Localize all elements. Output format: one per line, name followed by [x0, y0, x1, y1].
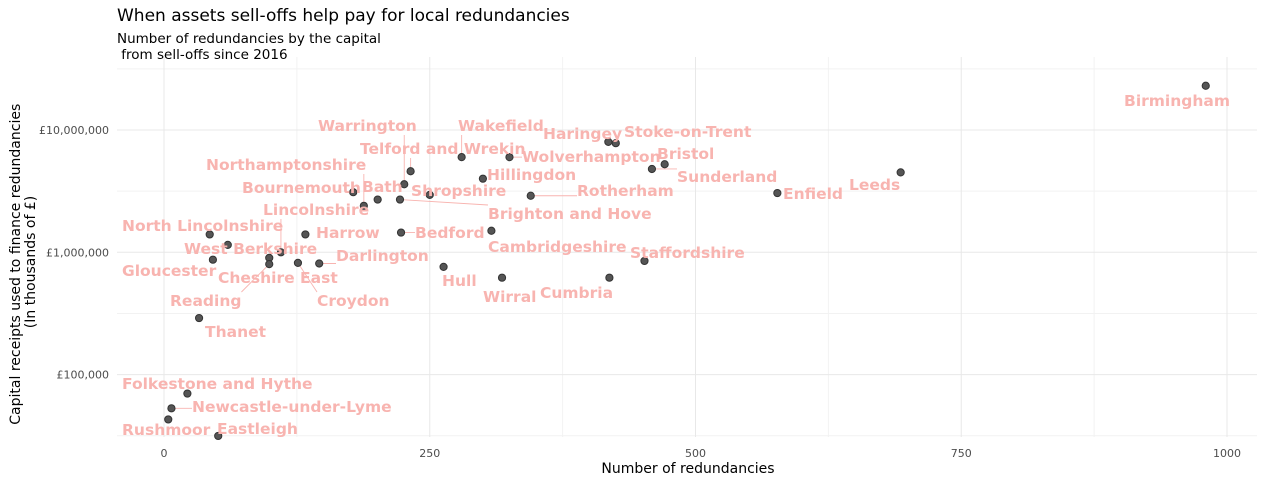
data-point [457, 153, 466, 162]
data-point [167, 404, 176, 413]
point-label: Warrington [318, 117, 417, 135]
point-label: Sunderland [677, 168, 777, 186]
data-point [400, 180, 409, 189]
data-point [505, 153, 514, 162]
point-label: Thanet [205, 323, 267, 341]
x-axis-title: Number of redundancies [601, 461, 774, 477]
point-label: Croydon [317, 292, 390, 310]
y-tick-label: £10,000,000 [39, 124, 109, 137]
x-tick-label: 500 [685, 447, 706, 460]
x-tick-label: 1000 [1213, 447, 1241, 460]
major-gridlines [117, 57, 1257, 437]
point-label: Eastleigh [217, 420, 298, 438]
point-label: Newcastle-under-Lyme [192, 398, 392, 416]
point-label: Staffordshire [630, 244, 745, 262]
x-tick-label: 750 [951, 447, 972, 460]
data-point [214, 431, 223, 441]
point-label: Hull [442, 272, 477, 290]
data-point [1201, 81, 1210, 90]
data-point [359, 201, 368, 210]
point-label: Hillingdon [487, 166, 576, 184]
data-point [425, 190, 434, 199]
leader-line [297, 262, 318, 293]
point-label: Cheshire East [218, 269, 338, 287]
point-label: Stoke-on-Trent [624, 123, 752, 141]
y-axis-title: Capital receipts used to finance redunda… [8, 99, 39, 424]
data-point [647, 164, 657, 174]
data-point [439, 262, 448, 271]
data-point [276, 248, 286, 257]
chart-title: When assets sell-offs help pay for local… [117, 6, 570, 26]
y-tick-label: £1,000,000 [46, 246, 109, 259]
leader-line [399, 199, 489, 206]
y-tick-label: £100,000 [57, 369, 110, 382]
data-point [406, 167, 415, 176]
data-point [315, 259, 324, 268]
point-label: West Berkshire [184, 240, 317, 258]
point-label: Gloucester [122, 262, 217, 280]
point-label: Enfield [783, 185, 843, 203]
chart-subtitle: Number of redundancies by the capital fr… [117, 31, 381, 63]
point-label: Wirral [483, 288, 536, 306]
point-label: Wolverhampton [522, 148, 661, 166]
data-point [208, 255, 217, 264]
data-point [373, 195, 382, 204]
point-label: Rushmoor [122, 421, 211, 439]
leader-line [241, 263, 270, 293]
point-labels: Birmingham Leeds Enfield Bristol Sunderland S… [122, 92, 1230, 439]
point-label: Cumbria [540, 284, 613, 302]
data-point [205, 230, 214, 239]
point-label: Northamptonshire [206, 156, 366, 174]
point-label: Wakefield [458, 117, 544, 135]
x-tick-label: 0 [161, 447, 168, 460]
point-label: Lincolnshire [263, 201, 369, 219]
data-point [526, 191, 535, 200]
data-point [773, 188, 782, 198]
data-point [605, 273, 614, 282]
data-point [395, 195, 405, 204]
data-point [396, 228, 406, 237]
data-point [487, 226, 496, 235]
point-label: Reading [170, 292, 241, 310]
data-point [223, 240, 232, 249]
minor-gridlines [117, 57, 1257, 437]
data-point [640, 256, 649, 266]
y-axis-ticks: £100,000 £1,000,000 £10,000,000 [39, 124, 109, 382]
data-point [265, 260, 274, 269]
point-label: Telford and Wrekin [360, 140, 526, 158]
data-point [497, 273, 507, 282]
point-label: Folkestone and Hythe [122, 375, 313, 393]
point-label: Rotherham [577, 182, 674, 200]
label-leader-lines [171, 135, 677, 409]
x-axis-ticks: 0 250 500 750 1000 [161, 447, 1242, 460]
point-label: Birmingham [1124, 92, 1230, 110]
point-label: Bedford [415, 224, 485, 242]
x-tick-label: 250 [419, 447, 440, 460]
point-label: Harrow [316, 224, 380, 242]
point-label: Cambridgeshire [488, 238, 626, 256]
data-point [349, 188, 358, 197]
data-points [164, 81, 1210, 441]
point-label: Haringey [543, 125, 622, 143]
data-point [896, 168, 905, 177]
data-point [604, 137, 613, 146]
point-label: North Lincolnshire [122, 217, 283, 235]
point-label: Bath [362, 178, 403, 196]
point-label: Shropshire [411, 182, 506, 200]
point-label: Leeds [849, 176, 900, 194]
point-label: Bristol [657, 145, 714, 163]
point-label: Brighton and Hove [488, 205, 652, 223]
point-label: Bournemouth [242, 179, 361, 197]
data-point [293, 258, 303, 267]
data-point [164, 415, 173, 424]
data-point [183, 389, 192, 398]
data-point [194, 313, 204, 323]
data-point [478, 174, 487, 183]
data-point [660, 160, 669, 169]
point-label: Darlington [336, 247, 429, 265]
data-point [301, 230, 310, 239]
